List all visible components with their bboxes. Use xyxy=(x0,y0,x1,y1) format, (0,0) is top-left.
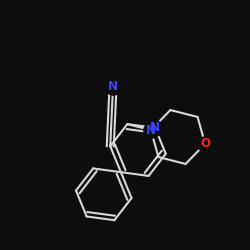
Text: O: O xyxy=(200,138,210,150)
Text: N: N xyxy=(150,121,160,134)
Text: N: N xyxy=(108,80,118,94)
Text: N: N xyxy=(146,124,156,136)
